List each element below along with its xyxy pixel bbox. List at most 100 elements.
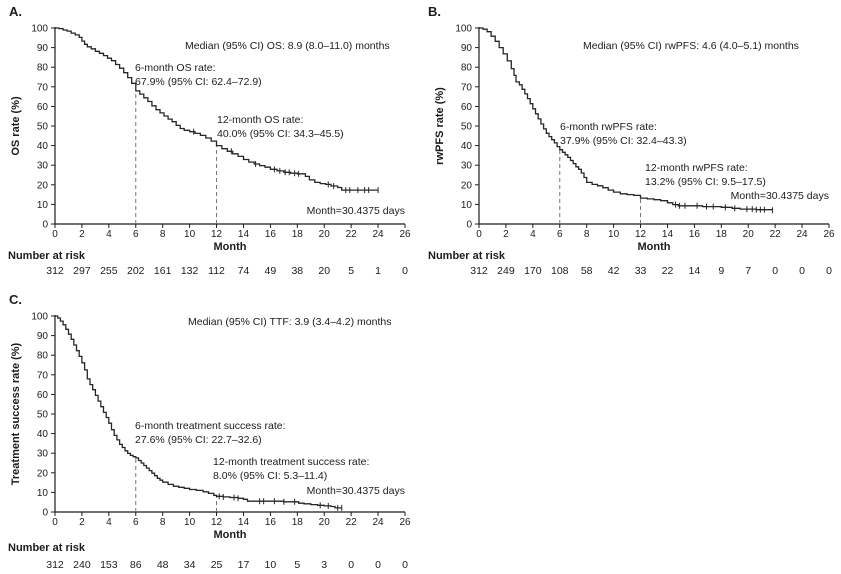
x-tick-label: 8 [584, 229, 590, 240]
at-risk-value: 5 [294, 559, 300, 571]
y-tick-label: 80 [37, 351, 49, 362]
y-tick-label: 10 [37, 200, 49, 211]
annotation-line: 67.9% (95% CI: 62.4–72.9) [135, 75, 262, 88]
x-tick-label: 0 [52, 229, 58, 240]
at-risk-header-c: Number at risk [8, 542, 86, 554]
x-tick-label: 24 [797, 229, 809, 240]
x-axis-title-a: Month [213, 241, 247, 253]
at-risk-value: 14 [689, 265, 701, 277]
at-risk-value: 108 [551, 265, 569, 277]
at-risk-value: 161 [154, 265, 172, 277]
at-risk-header-a: Number at risk [8, 250, 86, 262]
annotation-line: 12-month OS rate: [217, 114, 304, 126]
median-annotation-c: Median (95% CI) TTF: 3.9 (3.4–4.2) month… [188, 316, 392, 328]
month-note-b: Month=30.4375 days [730, 190, 829, 202]
km-curve [479, 27, 774, 211]
x-tick-label: 16 [265, 229, 277, 240]
x-axis-title-b: Month [637, 241, 671, 253]
at-risk-value: 0 [799, 265, 805, 277]
panel-a-label: A. [9, 4, 22, 19]
x-tick-label: 24 [373, 229, 385, 240]
at-risk-value: 5 [348, 265, 354, 277]
at-risk-value: 1 [375, 265, 381, 277]
x-tick-label: 10 [608, 229, 620, 240]
x-tick-label: 6 [133, 517, 139, 528]
km-curve [55, 27, 379, 191]
at-risk-value: 0 [375, 559, 381, 571]
y-tick-label: 90 [37, 43, 49, 54]
x-tick-label: 14 [238, 517, 250, 528]
y-tick-label: 30 [37, 161, 49, 172]
x-tick-label: 8 [160, 517, 166, 528]
x-tick-label: 14 [662, 229, 674, 240]
x-tick-label: 20 [743, 229, 755, 240]
rate6-annotation-c: 6-month treatment success rate: 27.6% (9… [135, 420, 286, 447]
panel-c: 0 2 4 6 8 10 12 14 16 18 20 22 24 26 0 10 20 30 40 50 60 70 80… [0, 288, 420, 574]
at-risk-value: 255 [100, 265, 118, 277]
x-tick-label: 0 [476, 229, 482, 240]
x-tick-label: 4 [106, 517, 112, 528]
y-tick-label: 70 [461, 82, 473, 93]
at-risk-value: 312 [46, 265, 64, 277]
annotation-line: 40.0% (95% CI: 34.3–45.5) [217, 127, 344, 140]
at-risk-value: 42 [608, 265, 620, 277]
y-axis-title-b: rwPFS rate (%) [434, 87, 446, 165]
y-tick-label: 80 [461, 63, 473, 74]
x-tick-label: 16 [265, 517, 277, 528]
at-risk-value: 3 [321, 559, 327, 571]
x-tick-label: 0 [52, 517, 58, 528]
x-tick-label: 16 [689, 229, 701, 240]
x-tick-label: 12 [211, 517, 223, 528]
at-risk-value: 153 [100, 559, 118, 571]
km-curve [55, 315, 342, 509]
rate12-annotation-a: 12-month OS rate: 40.0% (95% CI: 34.3–45… [217, 114, 344, 141]
month-note-c: Month=30.4375 days [306, 485, 405, 497]
x-tick-label: 26 [399, 229, 411, 240]
km-plot-a: 0 2 4 6 8 10 12 14 16 18 20 22 24 2601020304050607080… [31, 24, 411, 278]
y-tick-label: 60 [37, 390, 49, 401]
y-tick-label: 50 [37, 122, 49, 133]
x-tick-label: 2 [503, 229, 509, 240]
y-tick-label: 70 [37, 370, 49, 381]
rate12-annotation-c: 12-month treatment success rate: 8.0% (9… [213, 456, 369, 483]
annotation-line: 27.6% (95% CI: 22.7–32.6) [135, 433, 262, 446]
panel-a: 0 2 4 6 8 10 12 14 16 18 20 22 24 26 0 10 20 30 40 50 60 70 80… [0, 0, 420, 288]
x-tick-label: 18 [716, 229, 728, 240]
y-axis-title-c: Treatment success rate (%) [10, 342, 22, 486]
y-tick-label: 0 [466, 220, 472, 231]
at-risk-value: 112 [208, 265, 225, 277]
at-risk-value: 33 [635, 265, 647, 277]
at-risk-value: 312 [46, 559, 64, 571]
rate6-annotation-a: 6-month OS rate: 67.9% (95% CI: 62.4–72.… [135, 62, 262, 89]
y-tick-label: 30 [461, 161, 473, 172]
at-risk-value: 312 [470, 265, 488, 277]
at-risk-value: 249 [497, 265, 515, 277]
x-tick-label: 12 [635, 229, 647, 240]
x-tick-label: 10 [184, 229, 196, 240]
at-risk-value: 132 [181, 265, 199, 277]
annotation-line: 6-month treatment success rate: [135, 420, 286, 432]
at-risk-header-b: Number at risk [428, 250, 506, 262]
annotation-line: 8.0% (95% CI: 5.3–11.4) [213, 469, 328, 482]
at-risk-value: 0 [348, 559, 354, 571]
at-risk-value: 38 [291, 265, 303, 277]
y-tick-label: 0 [42, 508, 48, 519]
x-tick-label: 24 [373, 517, 385, 528]
x-tick-label: 14 [238, 229, 250, 240]
annotation-line: 6-month rwPFS rate: [560, 121, 657, 133]
at-risk-value: 202 [127, 265, 145, 277]
at-risk-value: 34 [184, 559, 196, 571]
x-tick-label: 22 [346, 517, 358, 528]
x-tick-label: 26 [823, 229, 835, 240]
at-risk-value: 74 [238, 265, 250, 277]
y-tick-label: 40 [37, 429, 49, 440]
x-tick-label: 2 [79, 517, 85, 528]
median-annotation-b: Median (95% CI) rwPFS: 4.6 (4.0–5.1) mon… [583, 40, 799, 52]
at-risk-value: 49 [265, 265, 277, 277]
x-tick-label: 12 [211, 229, 223, 240]
at-risk-value: 48 [157, 559, 169, 571]
x-tick-label: 4 [106, 229, 112, 240]
x-axis-title-c: Month [213, 529, 247, 541]
x-tick-label: 22 [770, 229, 782, 240]
